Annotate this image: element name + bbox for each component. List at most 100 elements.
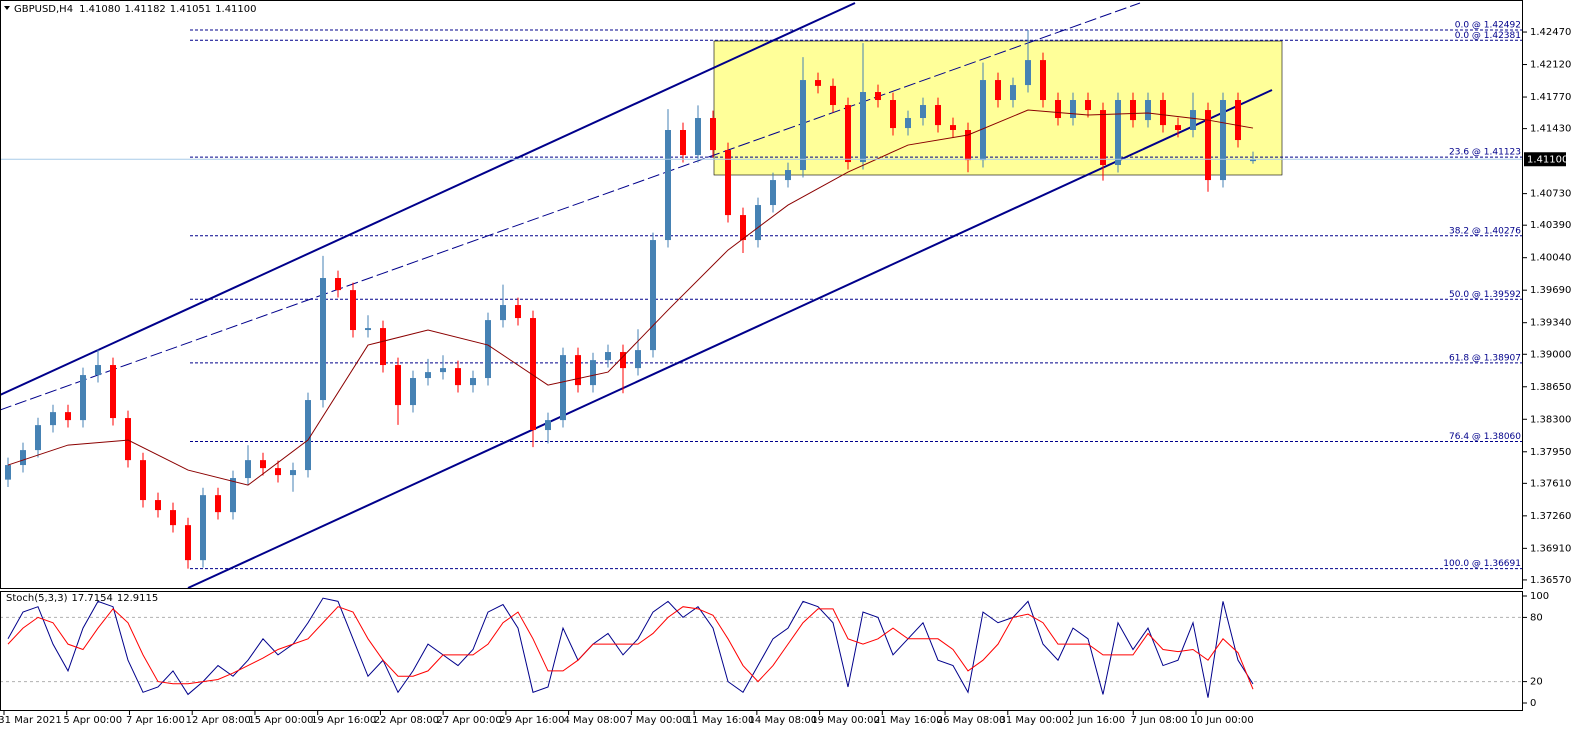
candle-body bbox=[1085, 100, 1091, 111]
candle-body bbox=[980, 80, 986, 161]
candle-body bbox=[560, 355, 566, 421]
candle-body bbox=[1025, 60, 1031, 86]
candle-body bbox=[815, 80, 821, 86]
candle-body bbox=[1175, 125, 1181, 131]
candle-body bbox=[350, 290, 356, 331]
candle-body bbox=[620, 352, 626, 369]
candle-body bbox=[1160, 100, 1166, 126]
candle-body bbox=[410, 378, 416, 406]
frame-layer: GBPUSD,H4 1.41080 1.41182 1.41051 1.41100 St… bbox=[0, 0, 1571, 726]
stoch-main-value: 17.7154 bbox=[71, 593, 112, 604]
candle-body bbox=[275, 468, 281, 476]
candle-body bbox=[395, 365, 401, 406]
candle-body bbox=[80, 375, 86, 421]
high-value: 1.41182 bbox=[124, 4, 165, 15]
y-tick-label: 1.40730 bbox=[1530, 189, 1571, 200]
candle-body bbox=[890, 100, 896, 129]
candle-body bbox=[1115, 100, 1121, 166]
candle-body bbox=[860, 92, 866, 163]
x-tick-label: 5 Apr 00:00 bbox=[63, 715, 122, 726]
price-box-label: 1.41100 bbox=[1527, 154, 1568, 165]
candle-body bbox=[455, 368, 461, 386]
candle-body bbox=[1010, 85, 1016, 101]
y-tick-label: 1.42470 bbox=[1530, 27, 1571, 38]
fib-label: 61.8 @ 1.38907 bbox=[1449, 353, 1521, 363]
candle-body bbox=[335, 278, 341, 291]
candle-body bbox=[215, 495, 221, 513]
stoch-panel-frame bbox=[0, 591, 1523, 711]
price-box bbox=[1524, 152, 1566, 167]
y-tick-label: 1.40390 bbox=[1530, 220, 1571, 231]
channel-upper bbox=[0, 2, 856, 396]
price-panel-frame bbox=[0, 0, 1523, 589]
candle-body bbox=[260, 460, 266, 469]
close-value: 1.41100 bbox=[215, 4, 256, 15]
candle-body bbox=[155, 500, 161, 511]
candle-body bbox=[35, 425, 41, 451]
candle-body bbox=[1220, 100, 1226, 181]
x-tick-label: 22 Apr 08:00 bbox=[374, 715, 439, 726]
candle-body bbox=[605, 352, 611, 361]
channel-lower bbox=[187, 89, 1273, 589]
x-tick-label: 10 Jun 00:00 bbox=[1190, 715, 1254, 726]
candle-body bbox=[1145, 100, 1151, 121]
candle-body bbox=[650, 240, 656, 351]
candle-body bbox=[1190, 110, 1196, 131]
candle-body bbox=[20, 450, 26, 466]
candle-body bbox=[290, 470, 296, 476]
x-tick-label: 7 Jun 08:00 bbox=[1131, 715, 1188, 726]
candle-body bbox=[380, 328, 386, 366]
candle-body bbox=[905, 118, 911, 129]
y-tick-label: 1.39690 bbox=[1530, 285, 1571, 296]
candle-body bbox=[1235, 100, 1241, 141]
fib-label: 23.6 @ 1.41123 bbox=[1449, 148, 1521, 158]
candle-body bbox=[845, 105, 851, 163]
title-arrow bbox=[4, 6, 10, 10]
candle-body bbox=[440, 368, 446, 373]
x-tick-label: 27 Apr 00:00 bbox=[437, 715, 502, 726]
fib-label: 0.0 @ 1.42381 bbox=[1455, 31, 1521, 41]
candle-body bbox=[425, 372, 431, 379]
candle-body bbox=[305, 400, 311, 471]
candle-body bbox=[965, 130, 971, 161]
candle-body bbox=[65, 412, 71, 421]
candle-body bbox=[515, 305, 521, 319]
candle-body bbox=[680, 130, 686, 156]
x-tick-label: 14 May 08:00 bbox=[749, 715, 818, 726]
stoch-y-tick-label: 100 bbox=[1530, 591, 1549, 602]
candle-body bbox=[1250, 159, 1256, 162]
stoch-title: Stoch(5,3,3) 17.7154 12.9115 bbox=[6, 593, 158, 604]
y-tick-label: 1.37260 bbox=[1530, 511, 1571, 522]
x-tick-label: 21 May 16:00 bbox=[874, 715, 943, 726]
candle-body bbox=[230, 478, 236, 513]
candle-body bbox=[1130, 100, 1136, 121]
candle-body bbox=[50, 412, 56, 426]
fib-label: 76.4 @ 1.38060 bbox=[1449, 432, 1521, 442]
open-value: 1.41080 bbox=[79, 4, 120, 15]
candle-body bbox=[785, 170, 791, 181]
y-tick-label: 1.42120 bbox=[1530, 60, 1571, 71]
candle-body bbox=[5, 465, 11, 480]
candle-body bbox=[995, 80, 1001, 101]
stoch-name: Stoch(5,3,3) bbox=[6, 593, 68, 604]
candle-body bbox=[590, 360, 596, 386]
candle-body bbox=[920, 105, 926, 119]
stoch-y-tick-label: 20 bbox=[1530, 677, 1543, 688]
candle-body bbox=[935, 105, 941, 126]
candle-body bbox=[170, 510, 176, 526]
low-value: 1.41051 bbox=[170, 4, 211, 15]
candle-body bbox=[770, 180, 776, 206]
y-tick-label: 1.38650 bbox=[1530, 382, 1571, 393]
candle-body bbox=[575, 355, 581, 386]
candle-body bbox=[470, 378, 476, 386]
range-rectangle bbox=[713, 40, 1283, 176]
y-tick-label: 1.39340 bbox=[1530, 318, 1571, 329]
stoch-line bbox=[7, 597, 1254, 698]
fib-label: 0.0 @ 1.42492 bbox=[1455, 20, 1521, 30]
candle-body bbox=[365, 328, 371, 331]
candle-body bbox=[500, 305, 506, 321]
candle-body bbox=[185, 525, 191, 561]
candle-body bbox=[200, 495, 206, 561]
candle-body bbox=[635, 350, 641, 369]
